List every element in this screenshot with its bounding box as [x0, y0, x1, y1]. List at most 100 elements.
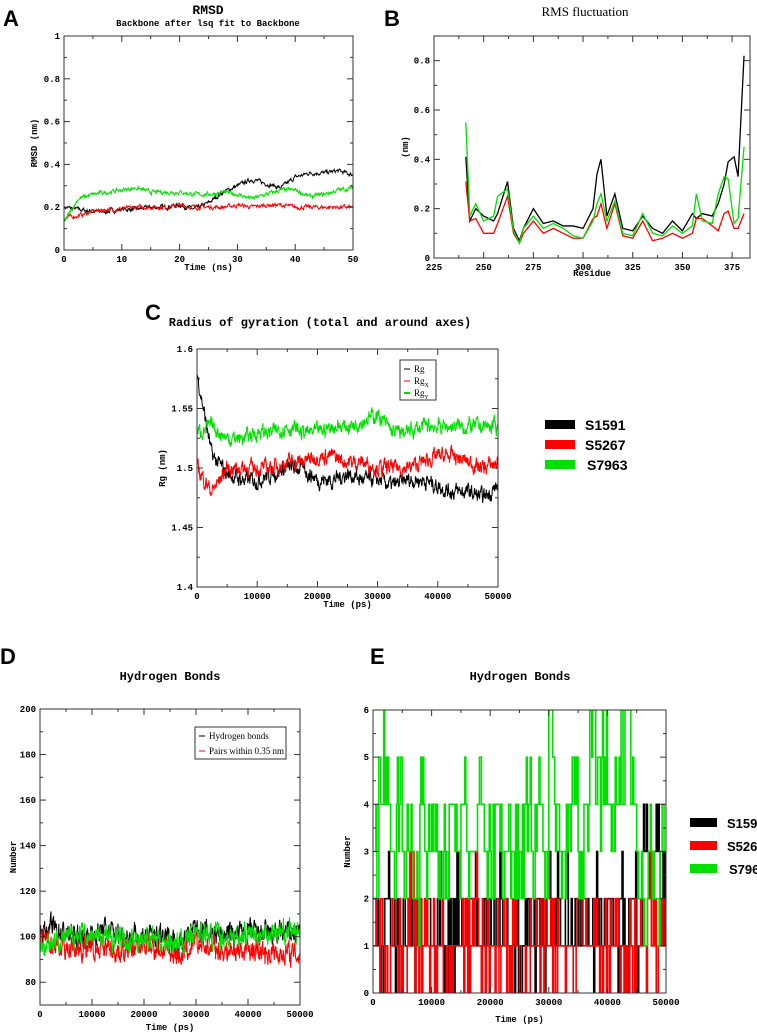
- y-tick-label: 0.8: [414, 57, 430, 67]
- y-tick-label: 0: [55, 246, 60, 256]
- x-tick-label: 30000: [535, 998, 562, 1008]
- x-tick-label: 275: [525, 263, 541, 273]
- plot-area: [40, 911, 300, 969]
- y-tick-label: 0.4: [44, 160, 61, 170]
- x-tick-label: 50000: [652, 998, 679, 1008]
- inner-legend-label: Pairs within 0.35 nm: [209, 746, 284, 756]
- x-tick-label: 20000: [130, 1010, 157, 1020]
- x-axis-label: Time (ps): [323, 600, 372, 610]
- y-tick-label: 200: [20, 705, 36, 715]
- x-tick-label: 40000: [234, 1010, 261, 1020]
- series-S7963: [465, 122, 745, 246]
- plot-frame: [63, 35, 354, 251]
- series-S5267: [465, 181, 745, 245]
- plot-frame: [433, 35, 751, 259]
- legend-swatch: [545, 460, 575, 469]
- y-tick-label: 0.2: [44, 203, 60, 213]
- x-tick-label: 30: [232, 255, 243, 265]
- y-tick-label: 0.4: [414, 155, 431, 165]
- inner-legend-subscript: Y: [425, 395, 430, 401]
- y-tick-label: 1.45: [171, 524, 193, 534]
- panel-letter: C: [145, 300, 161, 325]
- x-axis-label: Time (ps): [146, 1023, 195, 1033]
- legend-label: S7963: [587, 457, 628, 473]
- x-tick-label: 10: [116, 255, 127, 265]
- x-tick-label: 30000: [182, 1010, 209, 1020]
- y-tick-label: 1.55: [171, 405, 193, 415]
- y-axis-label: Number: [9, 841, 19, 873]
- y-tick-label: 1.4: [177, 583, 194, 593]
- x-tick-label: 20000: [304, 592, 331, 602]
- series-S1591: [465, 55, 745, 243]
- y-tick-label: 180: [20, 751, 36, 761]
- chart-title: Radius of gyration (total and around axe…: [169, 316, 471, 330]
- panel-b: B RMS fluctuation 225 250 275 300 325 350 375 0 0.…: [384, 4, 751, 279]
- inner-legend-box: [194, 726, 287, 760]
- x-tick-label: 250: [476, 263, 492, 273]
- x-tick-label: 0: [194, 592, 199, 602]
- plot-area: [465, 55, 745, 246]
- y-tick-label: 0: [364, 989, 369, 999]
- legend-label: S5267: [585, 437, 626, 453]
- x-axis-label: Residue: [573, 269, 611, 279]
- y-tick-label: 3: [364, 848, 369, 858]
- y-tick-label: 0.6: [414, 106, 430, 116]
- y-axis-label: RMSD (nm): [30, 119, 40, 168]
- plot-frame: [196, 348, 499, 588]
- x-tick-label: 50000: [484, 592, 511, 602]
- y-tick-label: 6: [364, 706, 369, 716]
- legend-label: S5267: [727, 839, 757, 854]
- y-tick-label: 1: [55, 32, 61, 42]
- x-tick-label: 10000: [78, 1010, 105, 1020]
- legend-label: S7963: [729, 862, 757, 877]
- x-tick-label: 0: [61, 255, 66, 265]
- legend-swatch: [690, 864, 717, 873]
- legend-swatch: [690, 818, 717, 827]
- x-axis-label: Time (ns): [184, 263, 233, 273]
- panel-letter: B: [384, 6, 400, 31]
- x-tick-label: 40000: [594, 998, 621, 1008]
- x-tick-label: 350: [674, 263, 690, 273]
- y-tick-label: 2: [364, 895, 369, 905]
- y-tick-label: 160: [20, 796, 36, 806]
- y-tick-label: 140: [20, 842, 36, 852]
- plot-area: [64, 168, 353, 223]
- y-tick-label: 5: [364, 753, 369, 763]
- panel-letter: D: [0, 644, 16, 669]
- panel-e: E Hydrogen Bonds 0 10000 20000 30000 40000 5000…: [343, 644, 680, 1025]
- y-tick-label: 0.2: [414, 205, 430, 215]
- y-axis-label: (nm): [401, 136, 411, 158]
- y-tick-label: 1.6: [177, 345, 193, 355]
- x-tick-label: 30000: [364, 592, 391, 602]
- x-tick-label: 10000: [418, 998, 445, 1008]
- legend-label: S1591: [585, 417, 626, 433]
- x-tick-label: 225: [426, 263, 442, 273]
- series-S7963: [373, 710, 666, 947]
- series-S5267: [197, 444, 498, 497]
- legend-e: S1591 S5267 S7963: [690, 816, 757, 877]
- x-tick-label: 40: [290, 255, 301, 265]
- series-S7963: [64, 184, 353, 223]
- chart-title: Hydrogen Bonds: [470, 670, 571, 684]
- series-S5267: [64, 201, 353, 221]
- x-tick-label: 50000: [286, 1010, 313, 1020]
- y-tick-label: 80: [25, 978, 36, 988]
- x-tick-label: 50: [348, 255, 359, 265]
- x-tick-label: 325: [625, 263, 641, 273]
- chart-subtitle: Backbone after lsq fit to Backbone: [116, 19, 300, 29]
- y-axis-label: Rg (nm): [158, 449, 168, 487]
- x-tick-label: 0: [37, 1010, 42, 1020]
- y-tick-label: 1: [364, 942, 370, 952]
- inner-legend-label: Rg: [414, 364, 425, 374]
- legend-label: S1591: [727, 816, 757, 831]
- legend-swatch: [545, 420, 575, 429]
- chart-title: RMS fluctuation: [541, 4, 629, 19]
- y-tick-label: 0: [425, 254, 430, 264]
- legend-swatch: [545, 440, 575, 449]
- inner-legend-subscript: X: [425, 383, 430, 389]
- x-tick-label: 375: [724, 263, 740, 273]
- panel-letter: A: [3, 6, 19, 31]
- x-tick-label: 20: [174, 255, 185, 265]
- x-tick-label: 40000: [424, 592, 451, 602]
